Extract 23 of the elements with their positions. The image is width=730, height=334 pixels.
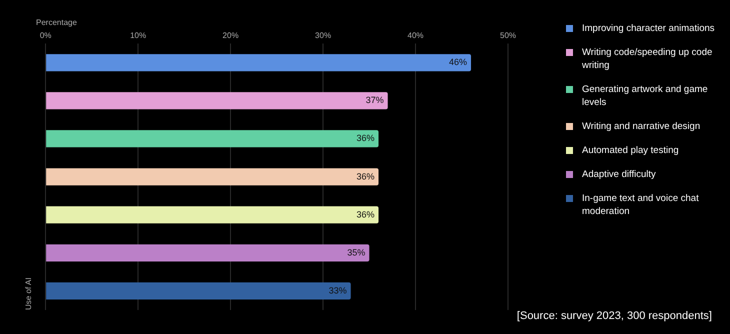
legend-label: Generating artwork and game levels	[582, 83, 709, 109]
data-label: 36%	[356, 209, 375, 220]
legend-label: Adaptive difficulty	[582, 168, 656, 181]
x-tick-label: 0%	[40, 31, 52, 40]
data-label: 36%	[356, 133, 375, 144]
legend-label: Improving character animations	[582, 22, 715, 35]
legend-label: Writing code/speeding up code writing	[582, 46, 714, 72]
data-label: 46%	[448, 57, 468, 68]
data-label: 35%	[347, 247, 366, 258]
y-axis-title: Use of AI	[24, 278, 34, 310]
x-tick-label: 40%	[408, 31, 424, 40]
legend-label: In-game text and voice chat moderation	[582, 192, 700, 218]
legend-label: Writing and narrative design	[582, 120, 700, 133]
text: [Source: survey 2023, 300 respondents]	[516, 310, 712, 322]
legend-label: Automated play testing	[582, 144, 679, 157]
data-label: 36%	[356, 171, 375, 182]
data-label: 37%	[366, 95, 384, 106]
x-tick-label: 50%	[500, 31, 516, 40]
x-tick-label: 10%	[130, 31, 146, 40]
x-tick-label: 20%	[222, 31, 239, 40]
x-axis-title: Percentage	[36, 18, 77, 27]
data-label: 33%	[328, 285, 347, 296]
x-tick-label: 30%	[315, 31, 332, 40]
